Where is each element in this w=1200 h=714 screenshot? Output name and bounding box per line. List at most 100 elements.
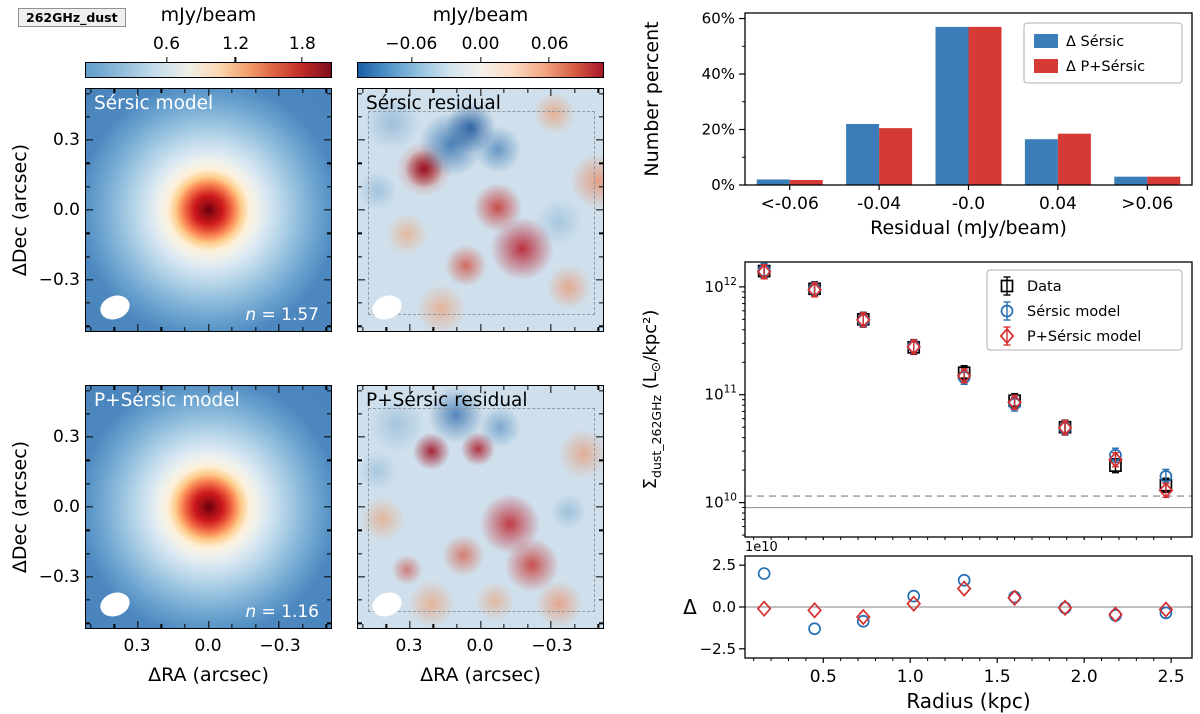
sersic-index-annotation: n = 1.57 bbox=[245, 305, 319, 325]
x-axis-label: Radius (kpc) bbox=[906, 689, 1030, 713]
axis-tick bbox=[327, 186, 331, 188]
axis-tick bbox=[86, 232, 90, 234]
marker-diamond bbox=[855, 311, 871, 329]
marker-circle bbox=[1000, 304, 1014, 318]
axis-tick bbox=[86, 552, 90, 555]
axis-tick bbox=[550, 89, 552, 96]
axis-tick bbox=[432, 386, 435, 390]
colorbar-residual bbox=[357, 57, 604, 78]
marker-diamond bbox=[756, 263, 772, 281]
bar-psersic bbox=[789, 180, 823, 185]
axis-tick bbox=[113, 624, 115, 628]
marker-diamond bbox=[956, 367, 972, 385]
panel-label: P+Sérsic residual bbox=[366, 390, 528, 411]
fit-region-box bbox=[368, 408, 595, 612]
axis-tick bbox=[599, 529, 603, 531]
axis-tick bbox=[358, 506, 365, 508]
bar-sersic bbox=[756, 179, 790, 185]
axis-tick bbox=[358, 325, 362, 327]
axis-tick bbox=[327, 92, 331, 95]
axis-tick bbox=[327, 255, 331, 258]
axis-tick bbox=[324, 209, 331, 211]
y-tick-label: −2.5 bbox=[700, 640, 736, 658]
marker-circle bbox=[757, 567, 771, 580]
x-tick-label: 0.0 bbox=[194, 636, 222, 656]
axis-tick bbox=[385, 386, 387, 390]
tspan: 11 bbox=[724, 384, 737, 396]
axis-tick bbox=[358, 139, 365, 141]
axis-tick bbox=[90, 624, 92, 628]
axis-tick bbox=[86, 279, 93, 281]
colorbar-model-ticklabels: 0.6 1.2 1.8 bbox=[85, 34, 332, 56]
axis-tick bbox=[302, 624, 304, 628]
tick-label: −0.06 bbox=[385, 34, 438, 54]
marker-diamond bbox=[1108, 606, 1123, 623]
axis-tick bbox=[597, 624, 599, 628]
axis-tick bbox=[137, 621, 139, 628]
axis-tick bbox=[302, 386, 304, 390]
marker-diamond bbox=[1057, 599, 1073, 617]
axis-tick bbox=[358, 116, 362, 118]
y-tick-label: 60% bbox=[702, 10, 735, 28]
colorbar-tick bbox=[411, 57, 413, 63]
x-tick-label: −0.3 bbox=[259, 636, 301, 656]
axis-tick bbox=[137, 324, 139, 331]
y-axis-label: Number percent bbox=[641, 21, 663, 176]
axis-tick bbox=[479, 324, 482, 331]
axis-tick bbox=[358, 413, 362, 415]
axis-tick bbox=[86, 483, 90, 485]
marker-circle bbox=[957, 573, 971, 587]
axis-tick bbox=[327, 459, 331, 462]
tick-label: 0.6 bbox=[152, 34, 181, 54]
y-tick-label: 1011 bbox=[705, 384, 737, 404]
legend-label: P+Sérsic model bbox=[1027, 329, 1141, 345]
annotation-value: = 1.57 bbox=[256, 305, 319, 325]
marker-diamond bbox=[1057, 419, 1073, 436]
axis-tick bbox=[325, 386, 327, 390]
axis-tick bbox=[362, 624, 364, 628]
tick-label: 0.06 bbox=[530, 34, 569, 54]
axis-tick bbox=[550, 621, 552, 628]
axis-tick bbox=[327, 599, 331, 601]
axis-tick bbox=[86, 162, 90, 165]
residual-histogram-chart: 0% 20% 40% 60% <-0.06 -0.04 -0.0 0.04 >0.06 Resid… bbox=[630, 0, 1200, 248]
axis-tick bbox=[184, 386, 186, 390]
x-tick-label: 1.5 bbox=[984, 667, 1011, 687]
axis-tick bbox=[503, 386, 505, 390]
legend-box bbox=[1023, 22, 1183, 84]
marker-circle bbox=[1159, 470, 1173, 483]
marker-circle bbox=[907, 589, 921, 603]
axis-tick bbox=[327, 389, 331, 392]
colorbar-model-title: mJy/beam bbox=[160, 4, 257, 26]
axis-tick bbox=[599, 302, 603, 304]
axis-tick bbox=[599, 599, 603, 601]
axis-tick bbox=[327, 483, 331, 485]
axis-tick bbox=[362, 386, 364, 390]
marker-diamond bbox=[999, 327, 1015, 345]
beam-ellipse bbox=[96, 588, 134, 621]
axis-tick bbox=[574, 327, 576, 331]
marker-diamond bbox=[1158, 482, 1174, 499]
axis-offset-label: 1e10 bbox=[745, 540, 778, 555]
bar-psersic bbox=[1057, 133, 1091, 185]
axis-tick bbox=[358, 552, 362, 555]
x-tick-label: >0.06 bbox=[1121, 194, 1173, 214]
axis-tick bbox=[278, 89, 280, 96]
colorbar-model bbox=[85, 57, 332, 78]
legend-label: Sérsic model bbox=[1027, 304, 1120, 320]
axis-tick bbox=[327, 116, 331, 118]
tspan: /kpc²) bbox=[640, 310, 661, 362]
colorbar-residual-title: mJy/beam bbox=[432, 4, 529, 26]
y-tick-label: −0.3 bbox=[38, 567, 80, 587]
panel-sersic-residual: Sérsic residual bbox=[357, 88, 604, 332]
axis-tick bbox=[86, 622, 90, 624]
x-axis-label: Residual (mJy/beam) bbox=[870, 217, 1067, 239]
axis-tick bbox=[456, 327, 458, 331]
y-tick-label: 0.0 bbox=[52, 497, 80, 517]
tspan: Σ bbox=[640, 478, 661, 489]
tspan: 10 bbox=[724, 492, 737, 504]
marker-diamond bbox=[1108, 451, 1123, 468]
marker-diamond bbox=[956, 580, 972, 597]
axis-tick bbox=[90, 89, 92, 93]
